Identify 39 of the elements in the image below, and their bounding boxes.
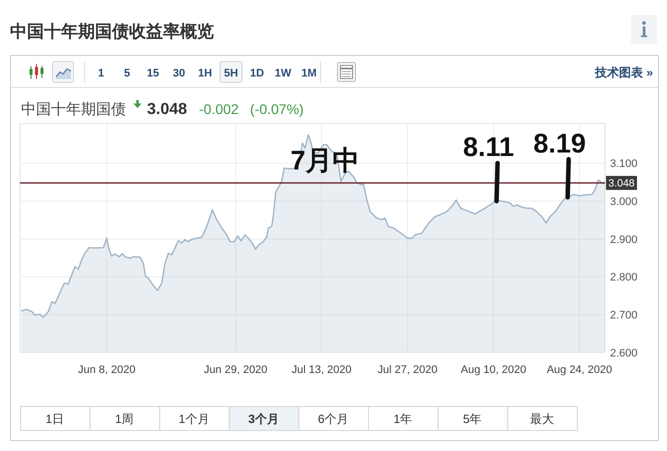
range-button[interactable]: 1日 <box>20 406 91 431</box>
range-button[interactable]: 5年 <box>438 406 508 431</box>
ref-line-label: 3.048 <box>608 178 635 190</box>
y-tick-label: 2.900 <box>610 234 638 246</box>
range-button[interactable]: 6个月 <box>298 406 369 431</box>
annotation: 7月中 <box>290 145 360 176</box>
text: -0.002 <box>199 101 239 117</box>
y-tick-label: 2.700 <box>610 310 638 322</box>
interval-button[interactable]: 5H <box>220 61 242 83</box>
text: 技术图表 » <box>594 66 654 80</box>
annotation: 8.19 <box>533 128 586 158</box>
interval-button[interactable]: 15 <box>146 68 160 80</box>
interval-button[interactable]: 1H <box>198 68 212 80</box>
text: (-0.07%) <box>250 101 304 117</box>
interval-button[interactable]: 1D <box>250 68 264 80</box>
interval-button[interactable]: 1W <box>274 68 292 80</box>
range-button[interactable]: 3个月 <box>228 406 300 431</box>
chart-title: 中国十年期国债收益率概览 <box>10 22 214 41</box>
range-button[interactable]: 1个月 <box>159 406 230 431</box>
x-tick-label: Jul 27, 2020 <box>378 364 438 376</box>
y-tick-label: 3.100 <box>610 158 638 170</box>
annotation: 8.11 <box>463 132 514 162</box>
range-button[interactable]: 最大 <box>507 406 578 431</box>
x-tick-label: Aug 24, 2020 <box>546 364 612 376</box>
y-tick-label: 2.800 <box>610 272 638 284</box>
range-button[interactable]: 1年 <box>368 406 439 431</box>
x-tick-label: Aug 10, 2020 <box>460 364 526 376</box>
chart-subtitle: 中国十年期国债 <box>21 101 126 118</box>
x-tick-label: Jul 13, 2020 <box>292 364 352 376</box>
y-tick-label: 2.600 <box>610 347 638 360</box>
interval-button[interactable]: 1M <box>301 68 317 80</box>
interval-button[interactable]: 30 <box>172 68 186 80</box>
interval-button[interactable]: 5 <box>124 68 130 80</box>
x-tick-label: Jun 29, 2020 <box>204 364 268 376</box>
interval-button[interactable]: 1 <box>98 68 104 80</box>
x-tick-label: Jun 8, 2020 <box>78 364 136 376</box>
y-tick-label: 3.000 <box>610 196 638 208</box>
text: 3.048 <box>147 101 188 118</box>
range-button[interactable]: 1周 <box>90 406 160 431</box>
